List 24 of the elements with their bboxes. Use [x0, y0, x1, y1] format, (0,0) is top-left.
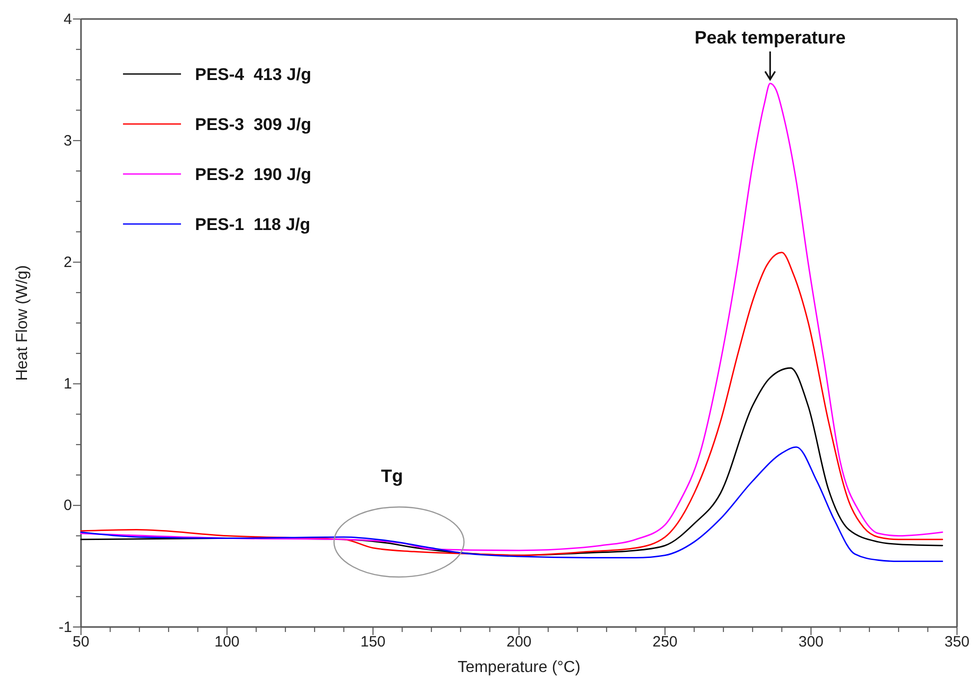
annotation: Peak temperature [694, 27, 846, 48]
line-series [80, 252, 944, 556]
y-tick-label: 2 [64, 254, 72, 271]
legend-label: PES-1 118 J/g [195, 215, 310, 234]
y-tick-label: 1 [64, 376, 72, 393]
line-series [80, 446, 944, 562]
legend-label: PES-4 413 J/g [195, 65, 312, 84]
x-tick-label: 100 [214, 634, 240, 650]
y-tick-label: 3 [64, 132, 72, 150]
line-series [80, 82, 944, 552]
y-tick-label: -1 [58, 618, 72, 636]
y-axis-title: Heat Flow (W/g) [14, 265, 31, 381]
legend-label: PES-2 190 J/g [195, 165, 312, 184]
y-tick-label: 4 [64, 10, 72, 28]
x-tick-label: 200 [506, 634, 532, 650]
x-tick-label: 350 [944, 634, 970, 650]
x-tick-label: 250 [652, 634, 678, 650]
annotation: Tg [381, 466, 403, 486]
x-tick-label: 50 [72, 634, 90, 650]
legend-label: PES-3 309 J/g [195, 115, 312, 134]
x-tick-label: 150 [360, 634, 386, 650]
x-tick-label: 300 [798, 634, 824, 650]
x-axis-title: Temperature (°C) [458, 659, 580, 676]
y-tick-label: 0 [64, 497, 72, 514]
